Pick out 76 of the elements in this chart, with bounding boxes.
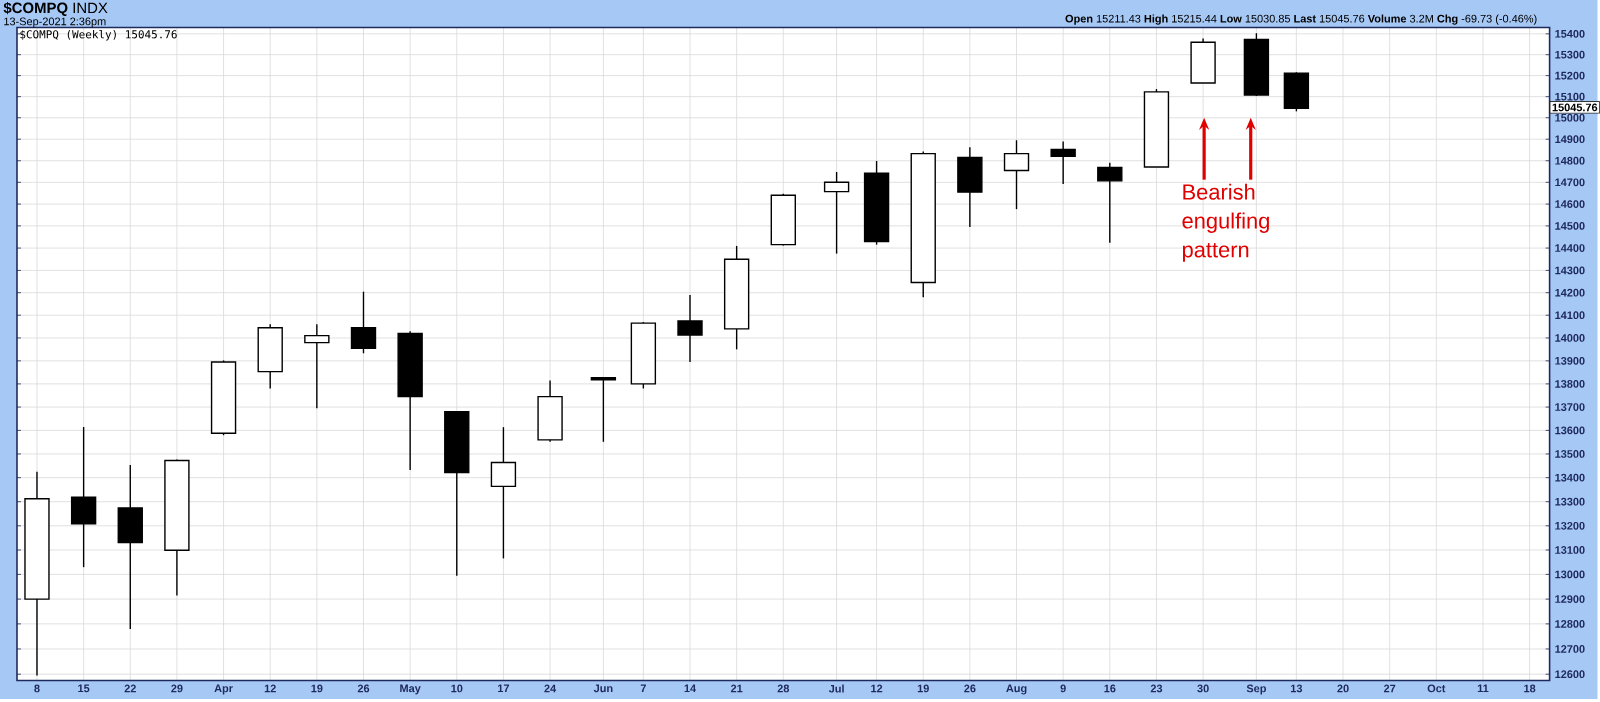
annotation: Bearish engulfing pattern (1182, 183, 1269, 262)
candlestick (1097, 162, 1123, 244)
x-tick-label: 12 (871, 684, 883, 693)
candlestick (677, 294, 703, 363)
candlestick (490, 426, 517, 560)
y-tick-label: 14600 (1555, 200, 1585, 209)
y-tick-label: 14500 (1555, 222, 1585, 231)
y-tick-label: 14800 (1555, 157, 1585, 165)
y-tick-label: 15300 (1555, 51, 1585, 59)
x-tick-label: Jun (593, 684, 613, 693)
candlestick (304, 323, 330, 410)
y-tick-label: 13700 (1555, 403, 1585, 412)
x-tick-label: 24 (544, 684, 557, 693)
y-tick-label: 14200 (1555, 289, 1585, 297)
y-tick-label: 15400 (1555, 30, 1585, 38)
y-tick-label: 12600 (1555, 670, 1585, 679)
y-tick-label: 13800 (1555, 380, 1585, 389)
x-tick-label: May (400, 684, 421, 695)
x-tick-label: 15 (78, 684, 90, 693)
x-tick-label: 23 (1150, 684, 1163, 693)
x-tick-label: 12 (264, 684, 276, 693)
y-tick-label: 13100 (1555, 546, 1585, 555)
annotation: $COMPQ (Weekly) 15045.76 (20, 30, 177, 41)
y-tick-label: 13200 (1555, 522, 1585, 530)
x-tick-label: 8 (34, 684, 40, 693)
candlestick (1003, 139, 1030, 211)
x-tick-label: 26 (964, 684, 976, 693)
y-tick-label: 12800 (1555, 620, 1585, 628)
x-tick-label: 21 (730, 684, 743, 693)
x-tick-label: 11 (1477, 684, 1489, 693)
x-tick-label: Oct (1427, 684, 1446, 693)
x-tick-label: 22 (124, 684, 136, 693)
y-tick-label: 15100 (1555, 93, 1585, 101)
x-tick-label: 16 (1104, 684, 1116, 693)
y-tick-label: 13500 (1555, 450, 1585, 459)
x-tick-label: 20 (1337, 684, 1349, 693)
y-tick-label: 14100 (1555, 311, 1585, 320)
y-tick-label: 14700 (1555, 178, 1585, 187)
y-tick-label: 14000 (1555, 334, 1585, 343)
y-tick-label: 15200 (1555, 71, 1585, 80)
candlestick (823, 171, 850, 255)
text: Open 15211.43 High 15215.44 Low 15030.85 Last 15045.76 Volume 3.2M Chg -69.73 (-0.46%) (1065, 14, 1537, 25)
text: 15045.76 (1552, 103, 1598, 112)
y-tick-label: 13600 (1555, 426, 1585, 435)
x-tick-label: 26 (357, 684, 370, 693)
x-tick-label: Apr (214, 684, 233, 695)
x-tick-label: 7 (640, 684, 646, 693)
candlestick (350, 291, 377, 355)
y-tick-label: 13000 (1555, 570, 1585, 579)
chart-title: $COMPQ INDX (3, 2, 108, 17)
x-tick-label: Aug (1006, 684, 1027, 695)
y-tick-label: 13400 (1555, 474, 1585, 482)
x-tick-label: 9 (1060, 684, 1066, 693)
x-tick-label: 29 (171, 684, 183, 693)
y-tick-label: 15000 (1555, 114, 1585, 122)
x-tick-label: 18 (1524, 684, 1536, 693)
x-tick-label: 30 (1197, 684, 1209, 693)
x-tick-label: 10 (451, 684, 463, 693)
y-tick-label: 14900 (1555, 135, 1585, 144)
x-tick-label: Sep (1246, 684, 1266, 695)
y-tick-label: 12700 (1555, 645, 1585, 654)
x-tick-label: 19 (917, 684, 929, 693)
x-tick-label: 17 (498, 684, 510, 693)
x-tick-label: 28 (777, 684, 790, 693)
y-tick-label: 12900 (1555, 595, 1585, 604)
candlestick (1050, 140, 1076, 185)
y-tick-label: 14400 (1555, 244, 1585, 253)
x-tick-label: 13 (1290, 684, 1303, 693)
x-tick-label: 19 (311, 684, 323, 693)
y-tick-label: 13900 (1555, 357, 1585, 365)
chart-subtitle: 13-Sep-2021 2:36pm (4, 17, 106, 28)
x-tick-label: 27 (1383, 684, 1396, 693)
y-tick-label: 13300 (1555, 498, 1585, 506)
x-tick-label: 14 (684, 684, 697, 693)
y-tick-label: 14300 (1555, 266, 1585, 275)
x-tick-label: Jul (828, 684, 844, 693)
